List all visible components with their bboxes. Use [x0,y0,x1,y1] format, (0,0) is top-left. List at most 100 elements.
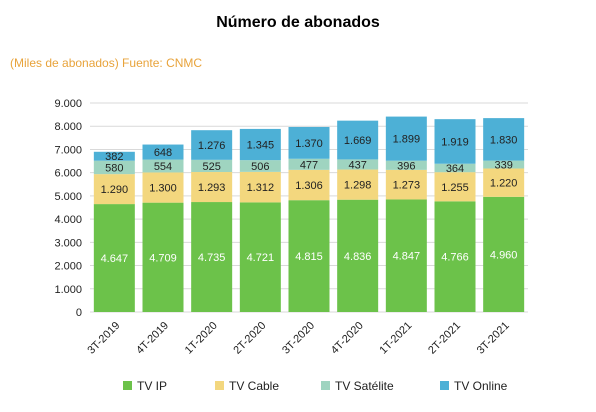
bar-segment [385,169,427,200]
bar-segment [239,202,281,312]
bar-segment [191,172,233,203]
y-tick-label: 2.000 [54,261,82,273]
y-tick-label: 6.000 [54,168,82,180]
data-label: 4.735 [198,252,226,264]
data-label: 1.220 [490,178,518,190]
x-tick-label: 1T-2020 [183,320,220,357]
bar-segment [385,199,427,312]
data-label: 1.273 [393,180,421,192]
bar-segment [93,151,135,161]
bar-segment [483,118,525,161]
data-label: 382 [105,151,123,163]
x-tick-label: 3T-2020 [280,320,317,357]
legend-label: TV Online [454,379,508,393]
data-label: 1.276 [198,140,226,152]
bar-segment [337,159,379,170]
y-tick-label: 7.000 [54,144,82,156]
data-label: 580 [105,162,123,174]
data-label: 437 [348,159,366,171]
data-label: 4.721 [247,252,275,264]
bar-segment [483,196,525,312]
data-label: 1.255 [441,182,469,194]
bar-segment [142,202,184,312]
bar-segment [434,119,476,164]
y-axis: 0 1.000 2.000 3.000 4.000 5.000 6.000 7.000 8.00… [54,98,82,319]
data-label: 1.370 [295,138,323,150]
x-axis: 3T-2019 4T-2019 1T-2020 2T-2020 3T-2020 4T-20… [85,320,511,357]
x-tick-label: 1T-2021 [377,320,414,357]
bar-segment [483,160,525,169]
data-label: 1.293 [198,182,226,194]
bar-segment [288,158,330,170]
data-label: 4.847 [393,251,421,263]
chart-subtitle: (Miles de abonados) Fuente: CNMC [10,56,203,70]
legend-swatch [321,381,330,390]
data-label: 506 [251,161,269,173]
y-tick-label: 3.000 [54,237,82,249]
bar-segment [337,199,379,312]
data-label: 648 [154,147,172,159]
y-tick-label: 1.000 [54,284,82,296]
bar-segment [93,204,135,312]
bar-segment [434,201,476,312]
data-label: 396 [397,160,415,172]
bar-segment [288,200,330,312]
y-tick-label: 4.000 [54,214,82,226]
data-label: 4.647 [101,253,129,265]
bar-segment [239,128,281,161]
bar-segment [288,126,330,159]
data-label: 1.312 [247,182,275,194]
bar-segment [93,160,135,175]
y-tick-label: 5.000 [54,191,82,203]
chart-title: Número de abonados [216,14,380,31]
y-tick-label: 9.000 [54,98,82,110]
x-tick-label: 4T-2019 [134,320,171,357]
data-label: 1.899 [393,134,421,146]
legend-swatch [440,381,449,390]
bar-segment [337,169,379,200]
bar-segment [385,160,427,170]
data-label: 364 [446,163,464,175]
data-label: 4.766 [441,252,469,264]
bar-segment [191,202,233,312]
data-label: 477 [300,159,318,171]
bar-segment [385,116,427,161]
y-tick-label: 8.000 [54,121,82,133]
x-tick-label: 2T-2021 [426,320,463,357]
data-label: 339 [494,160,512,172]
data-label: 4.815 [295,251,323,263]
data-label: 4.960 [490,249,518,261]
bar-segment [239,171,281,203]
legend-label: TV Satélite [335,379,394,393]
data-label: 1.830 [490,134,518,146]
legend-swatch [123,381,132,390]
legend-label: TV Cable [229,379,279,393]
data-label: 4.709 [149,252,177,264]
data-label: 1.300 [149,183,177,195]
bar-segment [434,172,476,202]
legend-swatch [215,381,224,390]
legend: TV IP TV Cable TV Satélite TV Online [123,379,508,393]
data-label: 554 [154,161,172,173]
legend-label: TV IP [137,379,167,393]
data-label: 525 [202,161,220,173]
bar-segment [434,163,476,173]
data-label: 1.306 [295,180,323,192]
data-label: 1.290 [101,184,129,196]
data-label: 1.669 [344,135,372,147]
y-tick-label: 0 [76,307,82,319]
bar-segment [142,172,184,203]
x-tick-label: 4T-2020 [329,320,366,357]
bar-segment [142,159,184,173]
data-label: 1.298 [344,180,372,192]
bar-segment [93,174,135,205]
x-tick-label: 2T-2020 [231,320,268,357]
bar-segment [337,120,379,160]
data-label: 1.345 [247,140,275,152]
bar-segment [191,159,233,173]
x-tick-label: 3T-2021 [475,320,512,357]
bar-segment [239,160,281,172]
bar-segment [288,169,330,201]
